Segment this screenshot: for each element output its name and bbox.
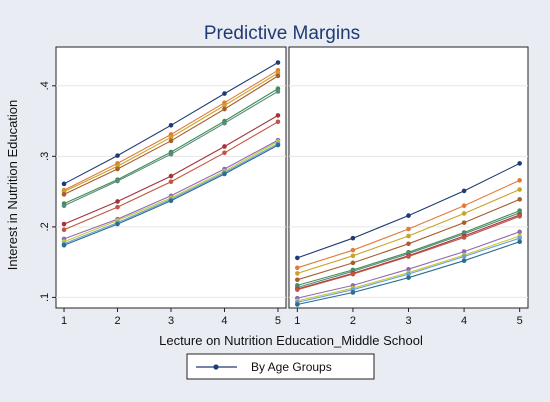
data-point [406,226,411,232]
data-point [61,192,67,197]
data-point [222,91,227,96]
data-point [461,220,467,225]
x-tick-label: 2 [350,315,356,327]
data-point [61,221,67,227]
data-point [275,60,281,65]
legend-marker-swatch [213,364,219,370]
data-point [461,235,467,240]
x-tick-label: 1 [294,315,300,327]
data-point [115,199,120,204]
legend: By Age Groups [186,353,375,380]
data-point [517,229,522,235]
data-point [406,266,411,272]
data-point [406,213,411,218]
chart-title: Predictive Margins [204,23,360,44]
data-point [115,221,120,227]
data-point [406,271,411,277]
y-tick-label: .4 [39,81,51,90]
data-point [461,254,467,259]
data-point [517,197,522,202]
plot-panel [288,46,529,309]
data-point [115,204,120,210]
data-point [461,203,467,209]
data-point [115,153,120,158]
data-point [168,123,174,128]
x-tick-label: 3 [168,315,174,327]
data-point [406,254,411,259]
x-tick-label: 4 [221,315,227,327]
data-point [275,73,281,79]
data-point [350,235,356,241]
data-point [61,181,67,187]
data-point [275,142,281,148]
data-point [168,151,174,157]
data-point [222,171,227,177]
data-point [461,258,467,264]
data-point [350,290,356,295]
data-point [295,287,300,292]
x-tick-label: 3 [405,315,411,327]
data-point [461,249,467,254]
data-point [222,150,227,156]
data-point [61,203,67,209]
data-point [168,179,174,185]
data-point [517,213,522,219]
legend-label: By Age Groups [251,360,332,374]
data-point [168,138,174,144]
data-point [115,178,120,184]
x-tick-label: 4 [461,315,467,327]
data-point [461,211,467,216]
data-point [275,89,281,94]
data-point [350,260,356,266]
data-point [517,161,522,166]
x-tick-label: 5 [517,315,523,327]
data-point [461,188,467,194]
data-point [168,134,174,140]
data-point [275,119,281,125]
data-point [222,144,227,149]
data-point [275,113,281,118]
data-point [350,253,356,259]
data-point [168,198,174,204]
y-axis-label: Interest in Nutrition Education [5,100,20,271]
x-tick-label: 1 [61,315,67,327]
data-point [406,233,411,239]
x-axis-label: Lecture on Nutrition Education_Middle Sc… [159,333,423,348]
data-point [517,235,522,241]
x-tick-label: 5 [275,315,281,327]
data-point [115,166,120,172]
y-tick-label: .1 [39,293,51,302]
data-point [222,106,227,112]
data-point [168,173,174,179]
data-point [295,265,300,271]
y-tick-label: .3 [39,152,51,161]
data-point [295,271,300,276]
data-point [295,302,300,307]
data-point [61,242,67,248]
x-tick-label: 2 [114,315,120,327]
data-point [295,277,300,283]
data-point [350,271,356,277]
data-point [406,275,411,280]
data-point [517,178,522,183]
data-point [222,103,227,108]
data-point [61,227,67,232]
y-tick-label: .2 [39,222,51,231]
chart-panels: 1 2 3 4 5 .1 .2 .3 .4 1 2 3 4 5 [39,46,529,327]
data-point [517,239,522,244]
data-point [222,120,227,126]
data-point [350,247,356,253]
data-point [295,255,300,261]
data-point [406,241,411,247]
data-point [517,187,522,192]
